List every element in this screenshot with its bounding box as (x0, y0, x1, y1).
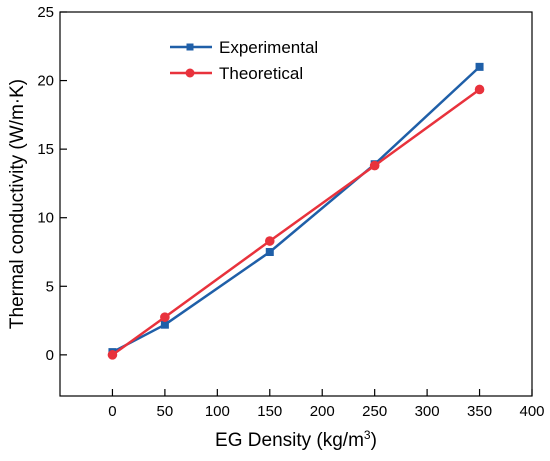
data-point-experimental (160, 320, 169, 329)
y-axis: 0 5 10 15 20 25 (37, 4, 67, 364)
legend: Experimental Theoretical (170, 38, 318, 83)
series-line-experimental (111, 65, 481, 354)
x-tick-label: 400 (519, 403, 544, 420)
x-tick-label: 200 (310, 403, 335, 420)
x-axis-title: EG Density (kg/m3) (215, 428, 377, 451)
series-layer (107, 62, 485, 360)
y-tick-label: 15 (37, 141, 54, 158)
x-tick-label: 150 (257, 403, 282, 420)
data-point-theoretical (107, 350, 118, 360)
data-point-experimental (475, 62, 484, 71)
y-axis-title: Thermal conductivity (W/m·K) (7, 79, 28, 329)
x-axis: 0 50 100 150 200 250 300 350 400 (108, 389, 545, 420)
plot-frame (59, 11, 533, 397)
legend-marker-experimental (186, 43, 194, 51)
x-tick-label: 250 (362, 403, 387, 420)
y-tick-label: 20 (37, 73, 54, 90)
x-tick-label: 300 (415, 403, 440, 420)
y-tick-label: 5 (46, 278, 54, 295)
data-point-experimental (265, 248, 274, 256)
legend-label-theoretical: Theoretical (219, 64, 303, 83)
legend-marker-theoretical (185, 68, 195, 78)
x-tick-label: 50 (157, 403, 174, 420)
data-point-theoretical (264, 236, 275, 246)
y-tick-label: 25 (37, 4, 54, 21)
x-tick-label: 0 (108, 403, 116, 420)
x-tick-label: 350 (467, 403, 492, 420)
x-tick-label: 100 (205, 403, 230, 420)
data-point-theoretical (160, 312, 170, 322)
data-point-theoretical (369, 160, 380, 171)
y-tick-label: 10 (37, 210, 54, 227)
y-tick-label: 0 (46, 347, 54, 364)
legend-label-experimental: Experimental (219, 38, 318, 57)
data-point-theoretical (474, 84, 485, 95)
